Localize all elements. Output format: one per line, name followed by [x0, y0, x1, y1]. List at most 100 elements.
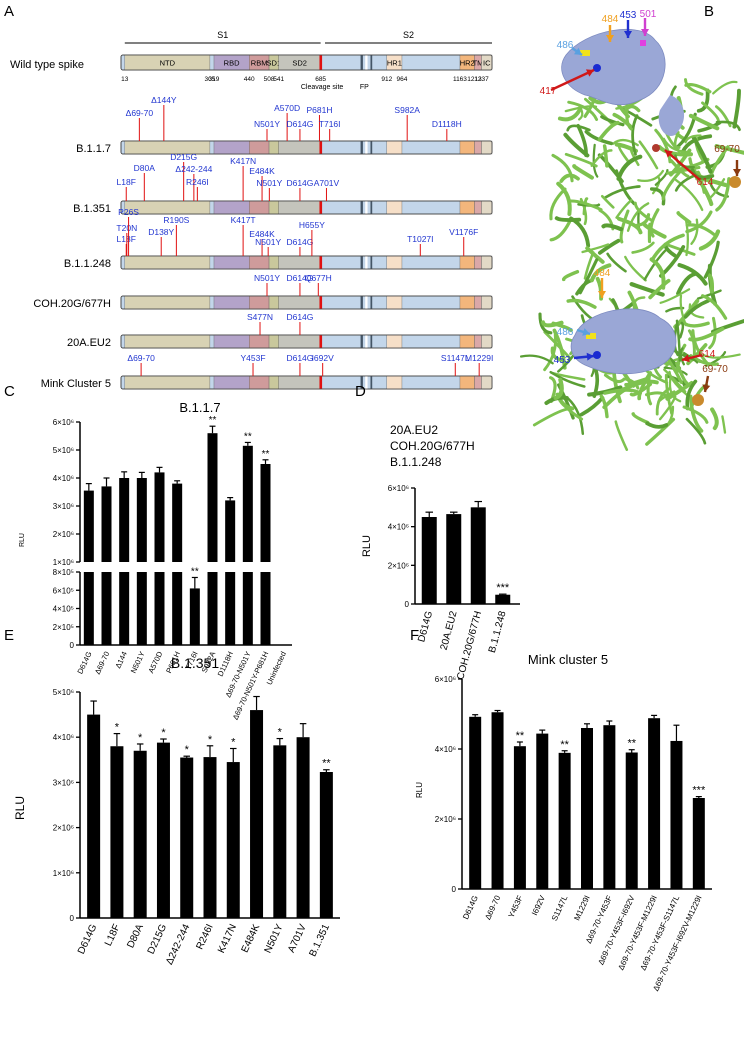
- structure-bottom: 484 486 453 614 69-70: [519, 268, 744, 451]
- chart-title: B.1.351: [171, 655, 219, 671]
- bar: [581, 728, 593, 889]
- domain-ic: [481, 375, 493, 390]
- domain-sd1: [268, 200, 279, 215]
- domain-ntd: [124, 295, 211, 310]
- residue-tick-964: 964: [397, 76, 408, 83]
- ribbon-strand: [584, 97, 615, 127]
- fusion-peptide-stripe: [360, 335, 363, 348]
- label-486-bottom-label: 486: [557, 327, 574, 338]
- residue-tick-1163: 1163: [453, 76, 467, 83]
- y-tick-label: 0: [405, 600, 410, 609]
- ribbon-strand: [532, 407, 569, 427]
- residue-tick-685: 685: [315, 76, 326, 83]
- domain-label-ntd: NTD: [160, 59, 176, 68]
- ribbon-strand: [617, 143, 631, 165]
- x-tick-label: A570D: [146, 650, 164, 675]
- domain-label-sd2: SD2: [292, 59, 307, 68]
- ribbon-strand: [714, 144, 744, 155]
- residue-tick-1213: 1213: [467, 76, 482, 83]
- y-tick-label: 2×10⁶: [53, 530, 74, 539]
- domain-rbm: [249, 334, 270, 349]
- domain-tm: [474, 200, 482, 215]
- ribbon-strand: [616, 379, 659, 394]
- x-tick-label: M1229I: [572, 894, 591, 922]
- y-axis-label: RLU: [415, 782, 424, 798]
- label-614-arrowhead: [665, 150, 673, 158]
- label-453-arrowhead: [624, 31, 632, 38]
- ribbon-strand: [684, 82, 712, 94]
- ribbon-strand: [600, 115, 625, 127]
- ribbon-strand: [566, 298, 597, 309]
- residue-tick-912: 912: [381, 76, 392, 83]
- x-tick-label: 20A.EU2: [439, 610, 460, 652]
- fusion-peptide-stripe: [360, 141, 363, 154]
- bar-lower: [172, 572, 183, 645]
- ribbon-strand: [583, 251, 595, 280]
- ribbon-strand: [553, 377, 564, 401]
- mutation-label: D1118H: [432, 119, 462, 129]
- label-501-label: 501: [640, 9, 657, 20]
- ribbon-strand: [650, 233, 685, 262]
- ribbon-strand: [649, 187, 666, 206]
- x-tick-label: COH.20G/677H: [455, 610, 484, 681]
- x-tick-label: Δ69-70: [483, 894, 502, 922]
- ribbon-strand: [681, 134, 713, 154]
- ribbon-strand: [678, 321, 685, 339]
- mutation-label: Δ144Y: [151, 95, 177, 105]
- cleavage-site: [319, 256, 323, 269]
- mutation-label: L18F: [117, 177, 136, 187]
- x-tick-label: D215G: [146, 922, 169, 956]
- mutation-label: T716I: [319, 119, 341, 129]
- ribbon-strand: [559, 173, 580, 183]
- ribbon-strand: [564, 105, 598, 113]
- panel-letter-c: C: [4, 383, 15, 400]
- bar: [110, 746, 124, 918]
- ribbon-strand: [606, 252, 627, 273]
- ribbon-strand: [688, 327, 725, 342]
- bar-upper: [242, 445, 253, 562]
- ribbon-strand: [549, 220, 572, 242]
- mutation-label: P26S: [118, 207, 139, 217]
- ribbon-strand: [661, 169, 682, 201]
- domain-tm: [474, 255, 482, 270]
- domain-ic: [481, 334, 493, 349]
- fusion-peptide-stripe: [365, 141, 368, 154]
- fusion-peptide-stripe: [370, 201, 373, 214]
- ribbon-strand: [690, 218, 699, 245]
- mutation-label: D80A: [134, 163, 156, 173]
- domain-ic: [481, 200, 493, 215]
- fusion-peptide-stripe: [365, 335, 368, 348]
- ribbon-strand: [595, 276, 604, 301]
- bar-upper: [83, 490, 94, 562]
- bar: [250, 710, 264, 918]
- ribbon-strand: [619, 209, 630, 244]
- mutation-label: Δ69-70: [127, 353, 155, 363]
- chart-f: Mink cluster 5 0 2×10⁶ 4×10⁶ 6×10⁶ RLU D614G Δ6…: [415, 652, 712, 993]
- x-tick-label: N501Y: [129, 650, 147, 675]
- label-614-label: 614: [697, 177, 714, 188]
- mutation-label: N501Y: [254, 119, 280, 129]
- significance-mark: *: [185, 744, 190, 756]
- significance-mark: **: [209, 415, 217, 426]
- ribbon-strand: [566, 397, 585, 435]
- y-tick-label: 1×10⁶: [53, 869, 74, 878]
- ribbon-strand: [677, 263, 708, 286]
- bar-upper: [207, 433, 218, 562]
- ribbon-strand: [579, 395, 605, 417]
- domain-hr2: [459, 200, 475, 215]
- bar-upper: [119, 478, 130, 562]
- ribbon-strand: [624, 255, 647, 282]
- residue-501-patch: [640, 40, 646, 46]
- x-tick-label: E484K: [240, 922, 263, 954]
- y-tick-label: 0: [452, 885, 457, 894]
- mutation-label: L18F: [117, 234, 136, 244]
- mutation-label: M1229I: [465, 353, 493, 363]
- ribbon-strand: [708, 316, 717, 350]
- ribbon-strand: [703, 240, 720, 279]
- ribbon-strand: [519, 354, 554, 365]
- residue-tick-319: 319: [209, 76, 220, 83]
- ribbon-strand: [688, 303, 705, 319]
- x-tick-label: N501Y: [263, 922, 286, 955]
- mutation-label: Y453F: [240, 353, 265, 363]
- spike-bar-outline: [120, 295, 493, 310]
